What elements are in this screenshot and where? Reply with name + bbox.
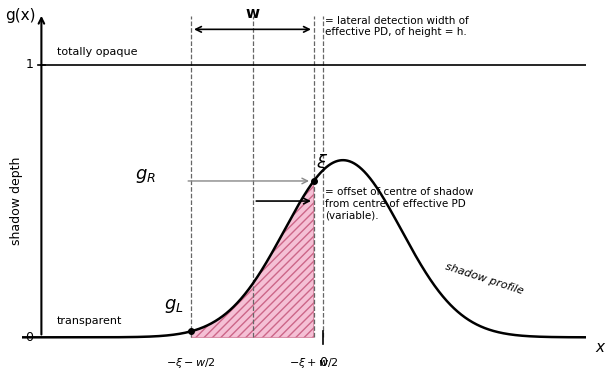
Text: 0: 0 (319, 356, 327, 369)
Text: transparent: transparent (57, 317, 122, 326)
Text: totally opaque: totally opaque (57, 47, 138, 57)
Text: $-\xi + w/2$: $-\xi + w/2$ (289, 356, 339, 370)
Text: x: x (596, 340, 605, 355)
Text: 1: 1 (25, 58, 33, 71)
Text: $-\xi - w/2$: $-\xi - w/2$ (167, 356, 216, 370)
Text: w: w (245, 6, 259, 21)
Text: = offset of centre of shadow
from centre of effective PD
(variable).: = offset of centre of shadow from centre… (325, 187, 474, 221)
Text: $\xi$: $\xi$ (316, 152, 328, 174)
Text: = lateral detection width of
effective PD, of height = h.: = lateral detection width of effective P… (325, 16, 469, 37)
Text: $g_L$: $g_L$ (164, 297, 184, 315)
Text: shadow depth: shadow depth (10, 157, 22, 245)
Text: 0: 0 (25, 331, 33, 344)
Text: g(x): g(x) (5, 8, 36, 23)
Text: shadow profile: shadow profile (444, 261, 525, 296)
Text: $g_R$: $g_R$ (135, 167, 156, 185)
